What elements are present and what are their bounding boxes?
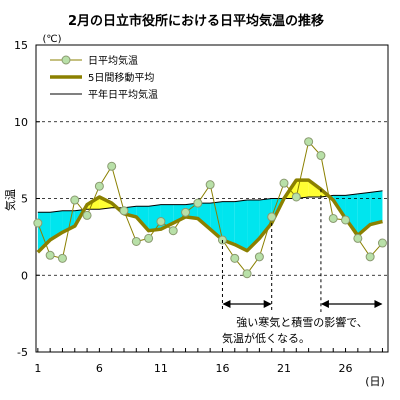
below-normal-fill [370, 190, 383, 225]
daily-mean-point [193, 198, 203, 208]
daily-mean-point [353, 233, 363, 243]
below-normal-fill [197, 203, 211, 230]
annotation-line-1: 強い寒気と積雪の影響で、 [236, 315, 368, 329]
range-arrow-head [263, 300, 272, 308]
range-arrow-head [222, 300, 231, 308]
daily-mean-point [205, 180, 215, 190]
below-normal-fill [136, 206, 149, 231]
below-normal-fill [234, 200, 248, 251]
daily-mean-point [119, 206, 129, 216]
y-unit-label: (℃) [42, 34, 61, 45]
x-tick-label: 16 [215, 362, 229, 375]
series-group [33, 137, 387, 279]
x-tick-label: 26 [339, 362, 353, 375]
daily-mean-point [45, 250, 55, 260]
daily-mean-point [82, 210, 92, 220]
below-normal-fill [345, 193, 358, 236]
y-tick-label: 15 [14, 39, 28, 52]
daily-mean-point [107, 161, 117, 171]
daily-mean-point [70, 195, 80, 205]
daily-mean-point [316, 151, 326, 161]
legend-label: 平年日平均気温 [88, 88, 158, 101]
daily-mean-point [291, 192, 301, 202]
moving-average-line [36, 178, 383, 254]
daily-mean-point [341, 215, 351, 225]
daily-mean-point [365, 252, 375, 262]
legend-label: 日平均気温 [88, 54, 138, 67]
daily-mean-point [304, 137, 314, 147]
daily-mean-point [328, 213, 338, 223]
y-tick-label: 0 [21, 269, 28, 282]
y-tick-label: -5 [17, 346, 28, 359]
daily-mean-point [242, 269, 252, 279]
grid-group [36, 121, 388, 276]
daily-mean-point [33, 218, 43, 228]
x-tick-label: 11 [154, 362, 168, 375]
legend-label: 5日間移動平均 [88, 71, 154, 84]
daily-mean-point [377, 238, 387, 248]
x-tick-label: 6 [96, 362, 103, 375]
x-tick-label: 1 [34, 362, 41, 375]
daily-mean-point [254, 252, 264, 262]
normal-temperature-line [37, 190, 383, 213]
below-normal-fill [357, 192, 371, 236]
below-normal-fill [222, 201, 235, 245]
x-tick-label: 21 [277, 362, 291, 375]
legend-daily-mean-marker [61, 55, 71, 65]
x-unit-label: (日) [365, 375, 385, 388]
range-arrow-head [374, 300, 383, 308]
below-normal-fill [259, 198, 272, 239]
daily-mean-point [156, 217, 166, 227]
chart-title: 2月の日立市役所における日平均気温の推移 [68, 13, 324, 29]
daily-mean-point [181, 207, 191, 217]
daily-mean-point [230, 253, 240, 263]
annotation-line-2: 気温が低くなる。 [222, 331, 310, 345]
daily-mean-point [267, 212, 277, 222]
y-tick-label: 10 [14, 116, 28, 129]
annotation-group: 強い寒気と積雪の影響で、 気温が低くなる。 [221, 189, 383, 345]
y-tick-label: 5 [21, 193, 28, 206]
daily-mean-point [57, 253, 67, 263]
daily-mean-point [131, 236, 141, 246]
daily-mean-point [168, 226, 178, 236]
daily-mean-point [279, 178, 289, 188]
below-normal-fill [247, 200, 260, 251]
y-axis-label: 気温 [3, 189, 17, 211]
daily-mean-point [94, 181, 104, 191]
daily-mean-point [144, 233, 154, 243]
range-arrow-head [320, 300, 329, 308]
